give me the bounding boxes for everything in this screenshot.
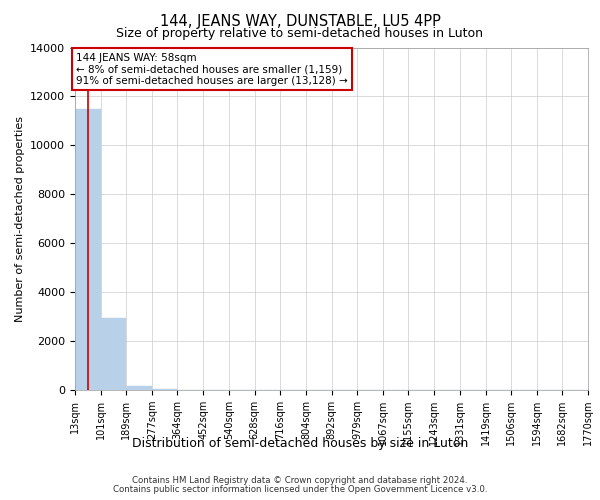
Bar xyxy=(127,386,152,390)
Text: Contains HM Land Registry data © Crown copyright and database right 2024.: Contains HM Land Registry data © Crown c… xyxy=(132,476,468,485)
Text: Distribution of semi-detached houses by size in Luton: Distribution of semi-detached houses by … xyxy=(132,438,468,450)
Bar xyxy=(75,108,101,390)
Text: Size of property relative to semi-detached houses in Luton: Size of property relative to semi-detach… xyxy=(116,28,484,40)
Text: 144, JEANS WAY, DUNSTABLE, LU5 4PP: 144, JEANS WAY, DUNSTABLE, LU5 4PP xyxy=(160,14,440,29)
Y-axis label: Number of semi-detached properties: Number of semi-detached properties xyxy=(14,116,25,322)
Text: 144 JEANS WAY: 58sqm
← 8% of semi-detached houses are smaller (1,159)
91% of sem: 144 JEANS WAY: 58sqm ← 8% of semi-detach… xyxy=(76,52,348,86)
Text: Contains public sector information licensed under the Open Government Licence v3: Contains public sector information licen… xyxy=(113,485,487,494)
Bar xyxy=(101,318,127,390)
